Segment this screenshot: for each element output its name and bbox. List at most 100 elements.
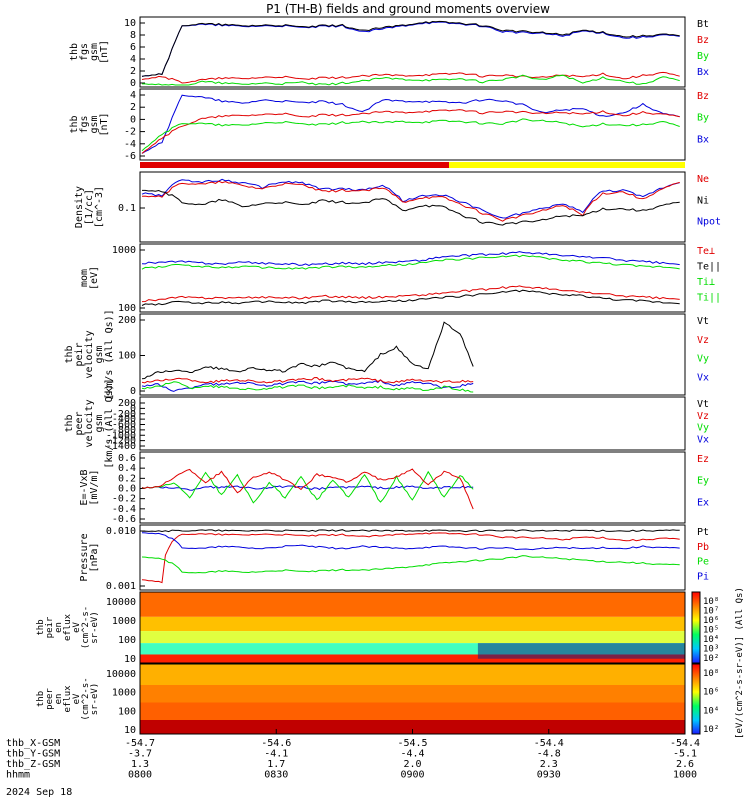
x-axis-value: 2.6 [676,759,694,770]
series-Bz [141,109,680,154]
y-axis-label-line: thb [69,115,80,133]
y-axis-label-line: Pressure [79,533,90,581]
y-tick-label: 1000 [112,616,136,627]
y-tick-label: 4 [130,90,136,101]
y-axis-label-line: eflux [63,685,73,713]
y-axis-label: E=-VxB[mV/m] [79,469,100,505]
y-axis-label-line: fgs [79,43,90,61]
x-axis-value: 0830 [264,770,288,781]
legend-By: By [697,51,709,62]
y-tick-label: 1000 [112,688,136,699]
legend-Bt: Bt [697,19,709,30]
y-axis-label: thbfgsgsm[nT] [69,112,110,136]
legend-Vx: Vx [697,434,709,445]
series-Vt [141,321,474,380]
spectrogram-band [140,654,685,663]
y-axis-label: thbpeervelocitygsm[km/s (All Qs)] [64,378,115,468]
legend-Pi: Pi [697,571,709,582]
x-axis-value: -54.6 [261,738,291,749]
y-axis-label-line: thb [69,43,80,61]
series-Ey [141,470,474,504]
colorbar-tick-label: 10² [703,725,719,735]
y-axis-label-line: eflux [63,613,73,641]
legend-Npot: Npot [697,217,721,228]
spectrogram-band [140,592,685,617]
legend-By: By [697,113,709,124]
spectrogram-band [140,616,685,632]
x-axis-value: 1.3 [131,759,149,770]
y-tick-label: -0.4 [112,504,136,515]
y-axis-label: Pressure[nPa] [79,533,100,581]
y-tick-label: 10000 [106,669,136,680]
y-axis-label: thbfgsgsm[nT] [69,40,110,64]
y-axis-label-line: velocity [84,399,95,447]
legend-Te||: Te|| [697,262,721,273]
series-Vy [141,381,474,393]
legend-Vz: Vz [697,335,709,346]
legend-Vt: Vt [697,399,709,410]
y-axis-label-line: peer [45,688,55,710]
series-Bz [141,71,680,84]
series-Pt [141,529,680,533]
series-Bx [141,94,680,154]
y-axis-label: thbpeirvelocitygsm[km/s (All Qs)] [64,309,115,399]
y-axis-label: thbpeirenefluxeV(cm^2-s-sr-eV) [36,606,100,649]
x-axis-value: 2.3 [540,759,558,770]
legend-Pt: Pt [697,527,709,538]
series-Ti⊥ [141,251,680,266]
spectrogram-frame [139,591,686,664]
x-axis-value: 0930 [537,770,561,781]
legend-Bz: Bz [697,35,709,46]
mode-bar-red [140,162,450,168]
legend-Vy: Vy [697,354,709,365]
y-tick-label: -6 [124,151,136,162]
y-axis-label-line: eV [72,693,82,704]
y-axis-label-line: velocity [84,330,95,378]
colorbar-tick-label: 10⁸ [703,597,719,607]
x-axis-value: 0800 [128,770,152,781]
x-axis-value: -54.5 [397,738,427,749]
legend-Ti||: Ti|| [697,293,721,304]
panel-frame [139,171,686,243]
y-axis-label-line: peir [74,342,85,366]
y-tick-label: 0 [130,78,136,89]
y-axis-label-line: [cm^-3] [94,186,105,228]
y-axis-label-line: en [54,694,64,705]
x-axis-value: 1000 [673,770,697,781]
y-tick-label: 10 [124,654,136,665]
series-Ne [141,180,680,222]
panel-frame [139,524,686,591]
y-axis-label-line: gsm [89,115,100,133]
y-axis-label-line: [km/s (All Qs)] [104,378,115,468]
series-Pb [141,532,680,584]
legend-Ne: Ne [697,174,709,185]
x-axis-value: -54.4 [534,738,564,749]
y-tick-label: 6 [130,42,136,53]
series-Npot [141,178,680,219]
series-Pe [141,555,680,574]
y-tick-label: 100 [118,351,136,362]
colorbar-tick-label: 10⁴ [703,635,719,645]
legend-Bx: Bx [697,67,709,78]
colorbar-tick-label: 10² [703,654,719,664]
y-axis-label: thbpeerenefluxeV(cm^2-s-sr-eV) [36,677,100,720]
x-axis-layer: thb_X-GSM -54.7 -54.6 -54.5 -54.4 -54.4 thb_Y-… [6,729,700,781]
panel-frame [139,313,686,396]
y-tick-label: -800 [112,425,136,436]
legend-Vz: Vz [697,411,709,422]
colorbar-tick-label: 10⁶ [703,616,719,626]
mode-bar-yellow [449,162,685,168]
y-axis-label-line: gsm [94,345,105,363]
colorbar-tick-label: 10⁴ [703,706,719,716]
y-axis-label-line: [eV] [89,266,100,290]
legend-Pe: Pe [697,557,709,568]
spectrogram-band [140,631,685,644]
legend-Te⊥: Te⊥ [697,246,715,257]
panels-layer: 1086420thbfgsgsm[nT]BtBzByBx420-2-4-6thb… [64,16,721,592]
y-axis-label: Density[1/cc][cm^-3] [74,186,105,228]
colorbar-tick-label: 10⁶ [703,688,719,698]
y-tick-label: 0.4 [118,463,136,474]
y-tick-label: 0 [130,114,136,125]
y-tick-label: 0.2 [118,473,136,484]
colorbar-tick-label: 10³ [703,645,719,655]
